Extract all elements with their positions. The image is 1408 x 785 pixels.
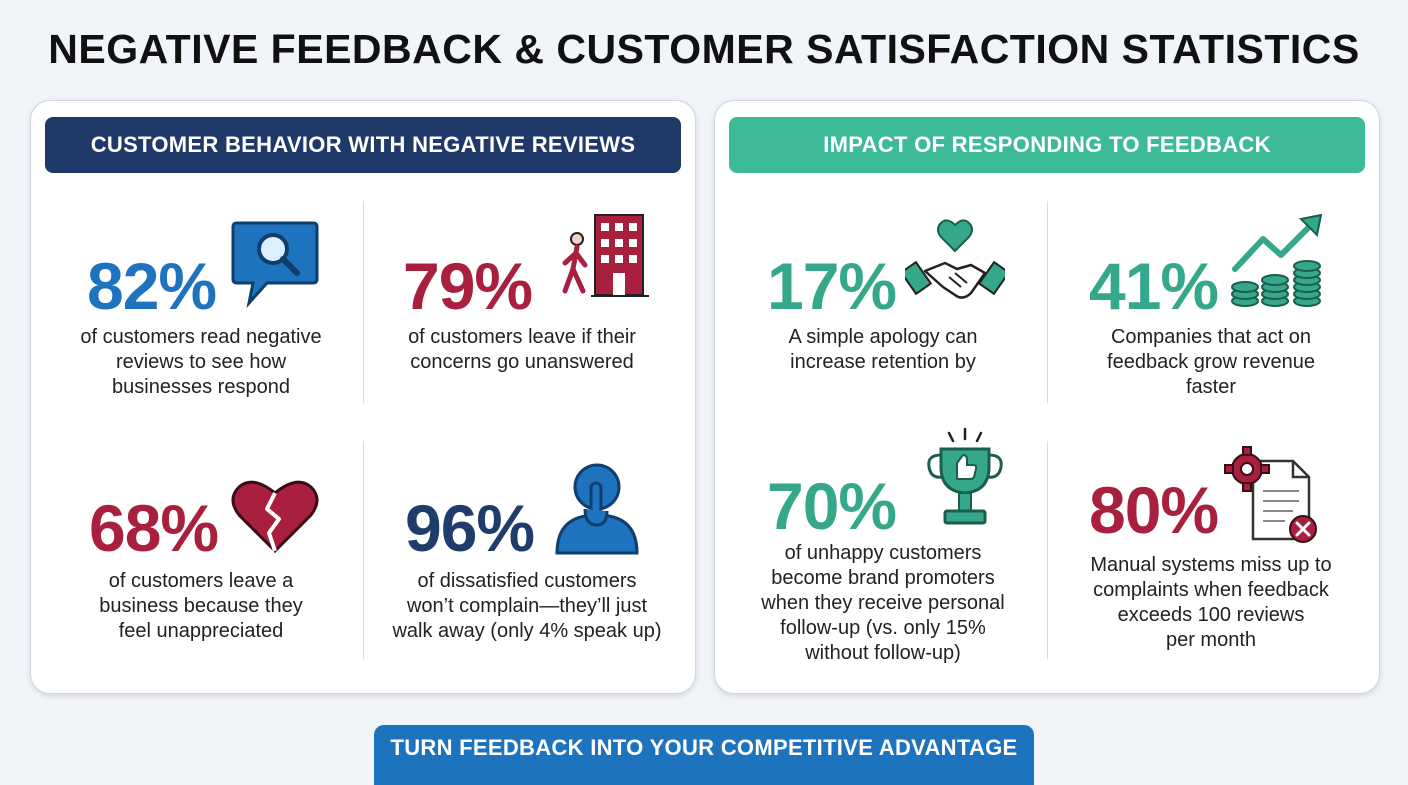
stat-description: of unhappy customers become brand promot… xyxy=(761,542,1005,664)
broken-heart-icon xyxy=(231,480,319,554)
stat-value-70: 70% xyxy=(767,469,897,543)
customer-behavior-panel: CUSTOMER BEHAVIOR WITH NEGATIVE REVIEWS … xyxy=(30,100,696,694)
competitive-advantage-banner: TURN FEEDBACK INTO YOUR COMPETITIVE ADVA… xyxy=(374,725,1034,785)
stat-description: Manual systems miss up to complaints whe… xyxy=(1090,554,1332,651)
search-chat-icon xyxy=(231,221,319,309)
customer-behavior-header: CUSTOMER BEHAVIOR WITH NEGATIVE REVIEWS xyxy=(45,117,681,173)
trophy-thumbs-up-icon xyxy=(927,427,1003,525)
stat-value-41: 41% xyxy=(1089,249,1219,323)
divider xyxy=(363,201,364,403)
stat-value-96: 96% xyxy=(405,491,535,565)
responding-impact-panel: IMPACT OF RESPONDING TO FEEDBACK 17% A s… xyxy=(714,100,1380,694)
stat-description: of customers leave if their concerns go … xyxy=(408,326,636,373)
handshake-heart-icon xyxy=(905,219,1005,299)
divider xyxy=(1047,441,1048,659)
walking-away-building-icon xyxy=(562,214,649,297)
stat-value-17: 17% xyxy=(767,249,897,323)
divider xyxy=(1047,201,1048,403)
stat-description: of customers leave a business because th… xyxy=(99,570,303,642)
divider xyxy=(363,441,364,659)
growth-coins-icon xyxy=(1231,213,1323,307)
responding-impact-header: IMPACT OF RESPONDING TO FEEDBACK xyxy=(729,117,1365,173)
stat-value-79: 79% xyxy=(403,249,533,323)
silent-person-icon xyxy=(555,463,639,555)
page-title: NEGATIVE FEEDBACK & CUSTOMER SATISFACTIO… xyxy=(48,26,1360,72)
stat-description: A simple apology can increase retention … xyxy=(788,326,978,373)
stat-description: of customers read negative reviews to se… xyxy=(80,326,322,398)
stat-value-80: 80% xyxy=(1089,473,1219,547)
stat-description: of dissatisfied customers won’t complain… xyxy=(392,570,662,642)
gear-document-error-icon xyxy=(1224,446,1317,543)
stat-description: Companies that act on feedback grow reve… xyxy=(1107,326,1315,398)
stat-value-68: 68% xyxy=(89,491,219,565)
stat-value-82: 82% xyxy=(87,249,217,323)
